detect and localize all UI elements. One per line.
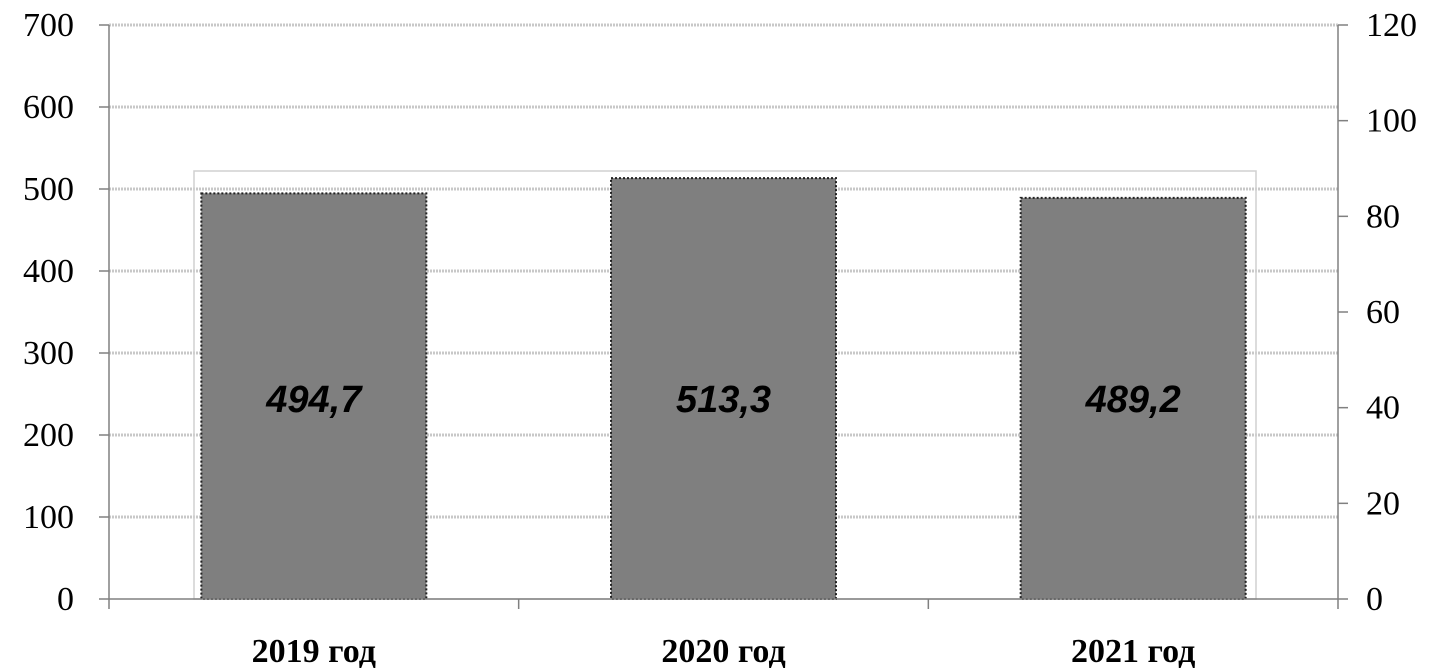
y-left-tick-label: 0 [57, 581, 74, 618]
data-label: 489,2 [1085, 379, 1181, 421]
data-label: 494,7 [265, 379, 363, 421]
x-category-label: 2021 год [1071, 633, 1195, 668]
y-left-tick-label: 200 [23, 417, 74, 454]
y-right-tick-label: 20 [1366, 485, 1400, 522]
y-left-tick-label: 600 [23, 89, 74, 126]
y-left-tick-label: 300 [23, 335, 74, 372]
bar-2021-год [1019, 196, 1247, 601]
y-left-tick-label: 400 [23, 253, 74, 290]
x-category-label: 2020 год [661, 633, 785, 668]
y-right-tick-label: 100 [1366, 103, 1417, 140]
y-right-tick-label: 60 [1366, 294, 1400, 331]
bar-2020-год [610, 177, 837, 600]
y-right-tick-label: 40 [1366, 390, 1400, 427]
bar-2019-год [200, 192, 428, 600]
y-right-tick-label: 120 [1366, 7, 1417, 44]
y-left-tick-label: 700 [23, 7, 74, 44]
data-label: 513,3 [676, 379, 771, 421]
labels: 0 100 200 300 400 500 600 700 0 20 40 60 80 100 120 494… [23, 7, 1417, 668]
axes [99, 24, 1348, 609]
bars [200, 177, 1247, 601]
y-left-tick-label: 100 [23, 499, 74, 536]
y-left-tick-label: 500 [23, 171, 74, 208]
y-right-tick-label: 80 [1366, 198, 1400, 235]
x-category-label: 2019 год [252, 633, 376, 668]
y-right-tick-label: 0 [1366, 581, 1383, 618]
